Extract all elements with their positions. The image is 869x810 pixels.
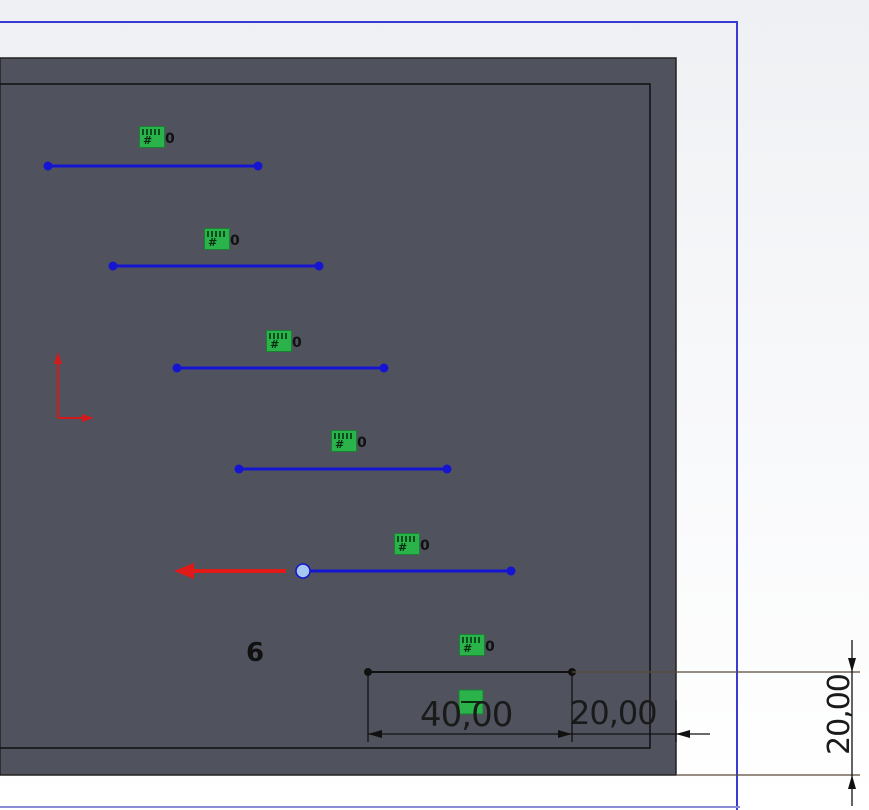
relation-badge-icon[interactable]: # (204, 228, 230, 250)
sketch-plate[interactable] (0, 57, 677, 776)
dimension-vertical-value[interactable]: 20,00 (822, 674, 857, 755)
dimension-horizontal-small[interactable] (558, 700, 710, 742)
relation-badge-dots (397, 536, 417, 542)
dimension-horizontal-small-value[interactable]: 20,00 (570, 694, 658, 732)
relation-badge-value: 0 (165, 131, 175, 147)
relation-badge-icon[interactable]: # (266, 330, 292, 352)
sketch-line-2-endpoint[interactable] (108, 261, 118, 271)
selected-endpoint-handle[interactable] (295, 563, 311, 579)
sketch-line-3-endpoint[interactable] (172, 363, 182, 373)
sketch-line-3-endpoint[interactable] (379, 363, 389, 373)
sketch-line-5-endpoint[interactable] (506, 566, 516, 576)
sketch-line-4-endpoint[interactable] (442, 464, 452, 474)
relation-badge-dots (269, 333, 289, 339)
relation-badge-hash: # (143, 134, 153, 147)
dimension-horizontal-main-value[interactable]: 40,00 (420, 695, 513, 735)
plate-inner-border (0, 83, 651, 749)
origin-axis-icon (54, 352, 94, 422)
relation-badge-icon[interactable]: # (139, 126, 165, 148)
relation-badge-icon[interactable]: # (331, 430, 357, 452)
relation-badge-value: 0 (420, 538, 430, 554)
relation-badge-hash: # (208, 236, 218, 249)
relation-badge-dots (207, 231, 227, 237)
plane-outline (0, 21, 738, 810)
relation-badge-dots (462, 637, 482, 643)
relation-badge-dots (334, 433, 354, 439)
relation-badge-value: 0 (485, 639, 495, 655)
dimension-horizontal-main[interactable] (367, 672, 573, 742)
relation-badge-icon[interactable]: # (459, 634, 485, 656)
horizontal-relation-icon[interactable] (458, 689, 484, 715)
relation-badge-dots (142, 129, 162, 135)
relation-badge-icon[interactable]: # (394, 533, 420, 555)
dimension-vertical[interactable] (572, 640, 860, 806)
sketch-line-2-endpoint[interactable] (314, 261, 324, 271)
pattern-count-label: 6 (246, 638, 265, 668)
sketch-line-1-endpoint[interactable] (253, 161, 263, 171)
relation-badge-value: 0 (230, 233, 240, 249)
direction-arrow-icon[interactable] (174, 563, 286, 579)
relation-badge-hash: # (335, 438, 345, 451)
sketch-line-1-endpoint[interactable] (43, 161, 53, 171)
relation-badge-hash: # (398, 541, 408, 554)
relation-badge-hash: # (463, 642, 473, 655)
relation-badge-value: 0 (357, 435, 367, 451)
sketch-line-4-endpoint[interactable] (234, 464, 244, 474)
relation-badge-value: 0 (292, 335, 302, 351)
relation-badge-hash: # (270, 338, 280, 351)
